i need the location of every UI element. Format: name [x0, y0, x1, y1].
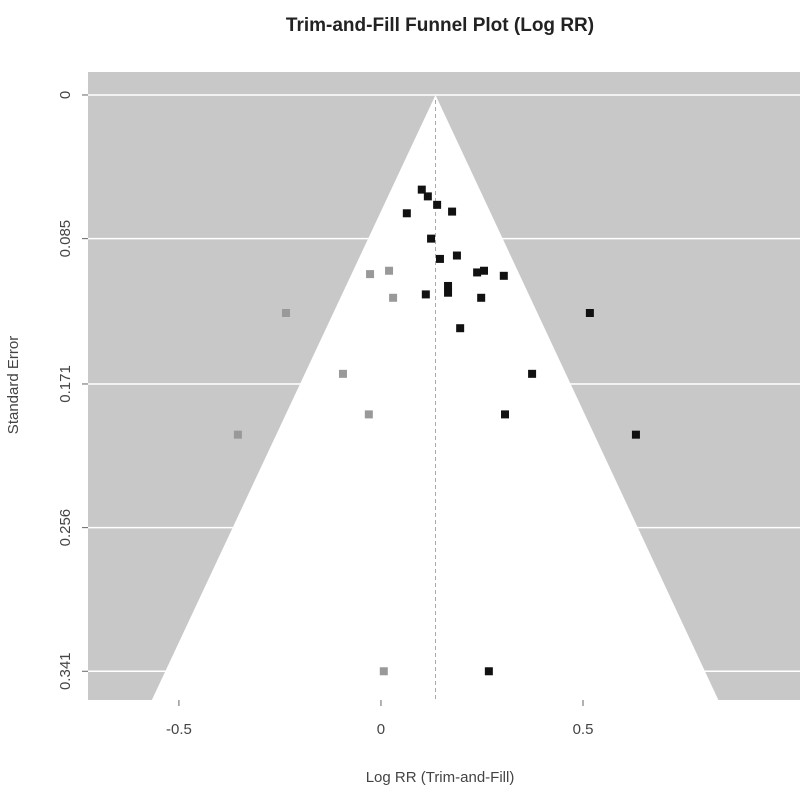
- point: [585, 308, 594, 317]
- point: [499, 271, 508, 280]
- point: [444, 288, 453, 297]
- point: [452, 251, 461, 260]
- point: [421, 290, 430, 299]
- point: [448, 207, 457, 216]
- point: [385, 266, 394, 275]
- point: [379, 667, 388, 676]
- x-axis-label: Log RR (Trim-and-Fill): [366, 769, 515, 786]
- point: [435, 254, 444, 263]
- point: [366, 270, 375, 279]
- point: [433, 200, 442, 209]
- point: [423, 192, 432, 201]
- point: [631, 430, 640, 439]
- point: [484, 667, 493, 676]
- point: [477, 293, 486, 302]
- y-tick-label: 0.256: [57, 509, 74, 547]
- point: [444, 281, 453, 290]
- x-tick-label: 0.5: [573, 721, 594, 738]
- point: [282, 308, 291, 317]
- point: [364, 410, 373, 419]
- point: [473, 268, 482, 277]
- point: [528, 369, 537, 378]
- point: [417, 185, 426, 194]
- chart-title: Trim-and-Fill Funnel Plot (Log RR): [286, 15, 594, 36]
- point: [427, 234, 436, 243]
- y-tick-label: 0.085: [57, 220, 74, 258]
- point: [501, 410, 510, 419]
- y-tick-label: 0.171: [57, 365, 74, 403]
- y-tick-label: 0.341: [57, 652, 74, 690]
- point: [456, 324, 465, 333]
- point: [480, 266, 489, 275]
- y-axis-label: Standard Error: [5, 336, 22, 434]
- x-tick-label: -0.5: [166, 721, 192, 738]
- point: [233, 430, 242, 439]
- x-tick-label: 0: [377, 721, 385, 738]
- y-tick-label: 0: [57, 91, 74, 99]
- point: [389, 293, 398, 302]
- point: [338, 369, 347, 378]
- point: [402, 209, 411, 218]
